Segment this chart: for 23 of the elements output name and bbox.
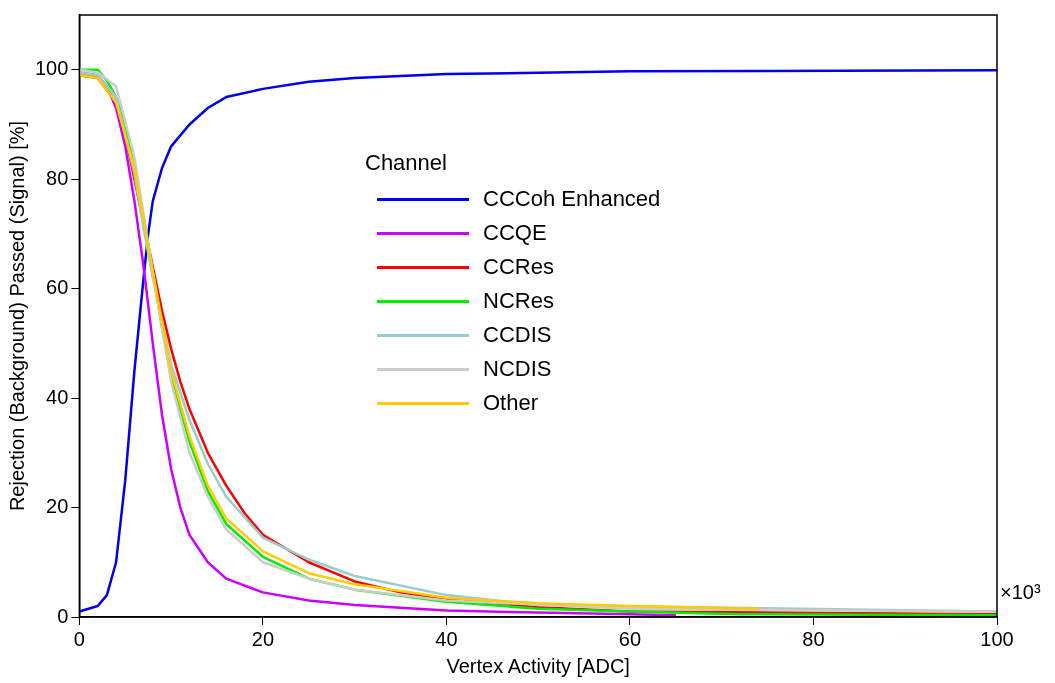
x-tick-label: 60 (618, 627, 642, 650)
x-tick-label: 100 (980, 627, 1014, 650)
x-axis-title: Vertex Activity [ADC] (446, 654, 630, 677)
y-axis-title: Rejection (Background) Passed (Signal) [%] (5, 120, 28, 512)
y-tick-label: 100 (34, 57, 69, 80)
y-tick-label: 0 (57, 604, 69, 627)
legend-label: CCQE (483, 220, 547, 246)
y-tick-label: 60 (46, 276, 69, 299)
x-tick-label: 0 (73, 627, 85, 650)
text: ×10³ (1000, 580, 1041, 603)
legend-label: NCRes (483, 288, 554, 314)
legend-label: NCDIS (483, 356, 552, 382)
y-tick-label: 20 (46, 495, 69, 518)
legend-label: CCRes (483, 254, 554, 280)
legend-label: Other (483, 390, 539, 416)
y-tick-label: 40 (46, 385, 69, 408)
x-tick-label: 40 (435, 627, 458, 650)
legend-label: CCDIS (483, 322, 552, 348)
x-tick-label: 20 (251, 627, 275, 650)
y-tick-label: 80 (46, 166, 69, 189)
legend-title: Channel (365, 150, 448, 176)
legend-label: CCCoh Enhanced (483, 186, 661, 212)
x-tick-label: 80 (802, 627, 825, 650)
